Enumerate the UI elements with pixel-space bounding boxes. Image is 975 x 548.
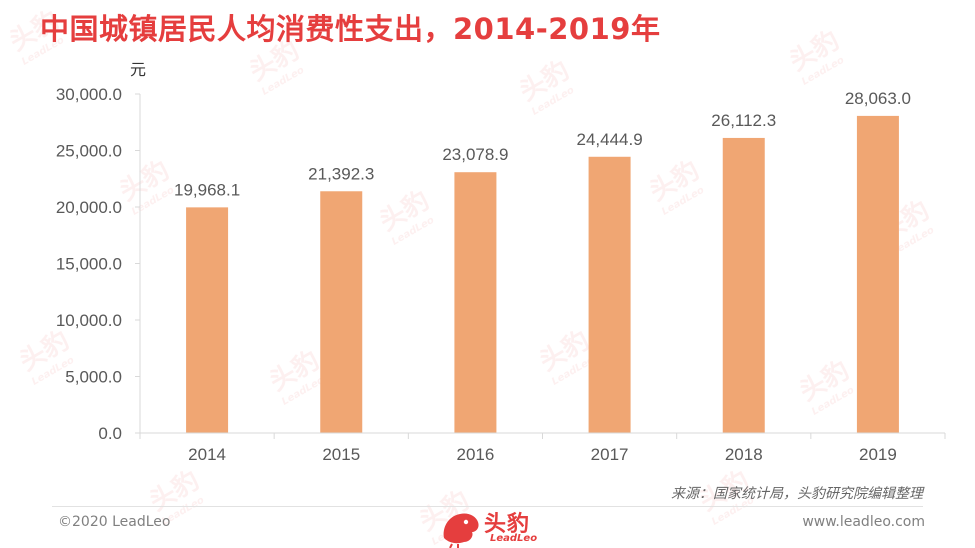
bar-2019 (856, 115, 899, 434)
x-tick-label-2016: 2016 (457, 445, 495, 464)
data-label-2014: 19,968.1 (174, 180, 240, 199)
y-tick-label: 25,000.0 (56, 142, 122, 161)
copyright-text: ©2020 LeadLeo (58, 514, 171, 530)
x-tick-label-2019: 2019 (859, 445, 897, 464)
logo-name-cn: 头豹 (484, 512, 531, 537)
x-tick-label-2014: 2014 (188, 445, 226, 464)
y-tick-label: 5,000.0 (65, 368, 122, 387)
y-tick-label: 20,000.0 (56, 198, 122, 217)
y-tick-label: 10,000.0 (56, 311, 122, 330)
bar-2016 (454, 172, 497, 433)
brand-logo: 头豹 LeadLeo (440, 506, 550, 548)
data-label-2017: 24,444.9 (576, 130, 642, 149)
bar-2017 (588, 156, 631, 433)
bar-2015 (320, 191, 363, 433)
data-label-2018: 26,112.3 (711, 111, 776, 130)
x-tick-label-2015: 2015 (322, 445, 360, 464)
leopard-head-icon (443, 513, 479, 548)
x-tick-label-2018: 2018 (725, 445, 763, 464)
page-title: 中国城镇居民人均消费性支出，2014-2019年 (40, 12, 661, 46)
x-tick-label-2017: 2017 (591, 445, 629, 464)
bar-2018 (722, 137, 765, 433)
logo-name-en: LeadLeo (490, 533, 538, 544)
footer-divider (52, 506, 923, 507)
y-axis-unit-label: 元 (130, 60, 147, 79)
website-link[interactable]: www.leadleo.com (802, 514, 925, 530)
y-tick-label: 0.0 (98, 424, 122, 443)
bar-2014 (186, 207, 229, 433)
data-label-2016: 23,078.9 (442, 145, 508, 164)
y-tick-label: 15,000.0 (56, 255, 122, 274)
data-label-2019: 28,063.0 (845, 89, 911, 108)
y-tick-label: 30,000.0 (56, 85, 122, 104)
data-label-2015: 21,392.3 (308, 164, 374, 183)
source-note: 来源：国家统计局，头豹研究院编辑整理 (671, 486, 923, 502)
